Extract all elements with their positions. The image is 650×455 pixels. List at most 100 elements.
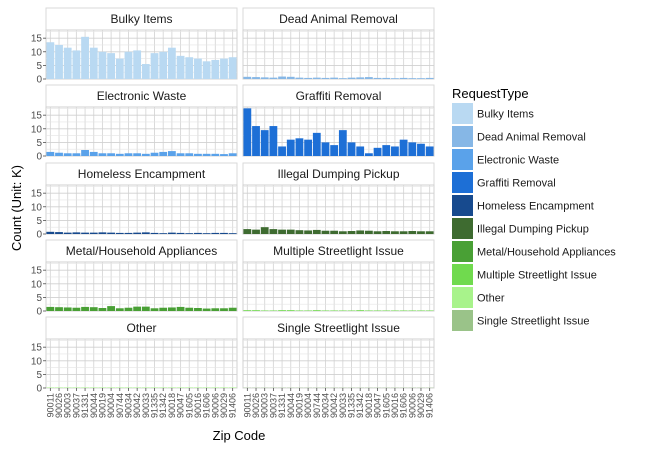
bar-metal-household-appliances-90006 <box>211 308 219 311</box>
y-tick-label: 5 <box>36 370 42 381</box>
legend-item-bulky-items: Bulky Items <box>452 103 534 124</box>
bar-homeless-encampment-90042 <box>133 233 141 234</box>
panel-plot-area <box>243 262 434 311</box>
panel-single-streetlight-issue: Single Streetlight Issue <box>243 317 434 388</box>
bar-electronic-waste-90006 <box>211 154 219 156</box>
bar-metal-household-appliances-90034 <box>125 308 133 311</box>
bar-graffiti-removal-90042 <box>330 145 338 156</box>
panel-multiple-streetlight-issue: Multiple Streetlight Issue <box>243 240 434 311</box>
legend-item-homeless-encampment: Homeless Encampment <box>452 195 594 216</box>
legend-swatch <box>452 218 473 239</box>
bar-multiple-streetlight-issue-90011 <box>243 310 251 311</box>
panel-illegal-dumping-pickup: Illegal Dumping Pickup <box>243 163 434 234</box>
bar-electronic-waste-90047 <box>177 153 185 156</box>
legend-swatch <box>452 149 473 170</box>
y-tick-label: 0 <box>36 152 42 163</box>
bar-graffiti-removal-90029 <box>417 144 425 156</box>
bar-other-91406 <box>229 387 237 388</box>
legend-swatch <box>452 310 473 331</box>
bar-bulky-items-90003 <box>64 48 72 79</box>
bar-graffiti-removal-91335 <box>348 142 356 156</box>
bar-bulky-items-90042 <box>133 50 141 79</box>
bar-dead-animal-removal-91406 <box>426 78 434 79</box>
bar-homeless-encampment-90018 <box>168 233 176 234</box>
legend-swatch <box>452 195 473 216</box>
panel-plot-area <box>243 30 434 79</box>
legend-label: Other <box>477 293 505 305</box>
bar-illegal-dumping-pickup-90037 <box>269 229 277 234</box>
y-tick-label: 0 <box>36 75 42 86</box>
bar-illegal-dumping-pickup-90029 <box>417 231 425 234</box>
bar-multiple-streetlight-issue-91331 <box>278 310 286 311</box>
legend-label: Dead Animal Removal <box>477 132 586 144</box>
bar-other-90019 <box>99 387 107 388</box>
bar-bulky-items-90034 <box>125 52 133 79</box>
panel-title: Electronic Waste <box>97 89 187 103</box>
bar-illegal-dumping-pickup-90044 <box>287 230 295 234</box>
bar-other-90744 <box>116 387 124 388</box>
bar-dead-animal-removal-90044 <box>287 77 295 79</box>
bar-dead-animal-removal-90016 <box>391 78 399 79</box>
legend-item-single-streetlight-issue: Single Streetlight Issue <box>452 310 590 331</box>
bar-illegal-dumping-pickup-91406 <box>426 231 434 234</box>
bar-dead-animal-removal-91606 <box>400 78 408 79</box>
bar-multiple-streetlight-issue-90006 <box>408 310 416 311</box>
bar-other-90034 <box>125 387 133 388</box>
bar-dead-animal-removal-90018 <box>365 77 373 79</box>
bar-bulky-items-91605 <box>185 57 193 79</box>
bar-dead-animal-removal-90004 <box>304 78 312 79</box>
legend-swatch <box>452 264 473 285</box>
bar-graffiti-removal-90004 <box>304 140 312 156</box>
bar-other-91331 <box>81 387 89 388</box>
legend-label: Single Streetlight Issue <box>477 316 590 328</box>
bar-multiple-streetlight-issue-90033 <box>339 310 347 311</box>
bar-homeless-encampment-91606 <box>203 233 211 234</box>
legend-swatch <box>452 126 473 147</box>
bar-homeless-encampment-90037 <box>72 232 80 234</box>
bar-other-90037 <box>72 387 80 388</box>
legend-label: Multiple Streetlight Issue <box>477 270 597 282</box>
y-tick-label: 15 <box>31 266 43 277</box>
bar-graffiti-removal-91605 <box>382 145 390 156</box>
bar-metal-household-appliances-91335 <box>151 308 159 311</box>
y-tick-label: 0 <box>36 230 42 241</box>
bar-dead-animal-removal-90019 <box>296 78 304 79</box>
bar-bulky-items-90029 <box>220 59 228 79</box>
panel-plot-area <box>46 107 237 156</box>
bar-dead-animal-removal-91331 <box>278 77 286 79</box>
bar-dead-animal-removal-90744 <box>313 78 321 79</box>
bar-metal-household-appliances-90018 <box>168 307 176 311</box>
bar-graffiti-removal-90018 <box>365 153 373 156</box>
x-axis: 9001190026900039003791331900449001990004… <box>45 388 434 418</box>
bar-electronic-waste-90016 <box>194 154 202 156</box>
bar-metal-household-appliances-90016 <box>194 308 202 311</box>
bar-illegal-dumping-pickup-90003 <box>261 227 269 234</box>
bar-metal-household-appliances-90026 <box>55 307 63 311</box>
bar-multiple-streetlight-issue-90016 <box>391 310 399 311</box>
bar-multiple-streetlight-issue-90744 <box>313 310 321 311</box>
bar-bulky-items-90037 <box>72 50 80 79</box>
bar-illegal-dumping-pickup-90019 <box>296 230 304 234</box>
y-tick-label: 15 <box>31 189 43 200</box>
bar-dead-animal-removal-90034 <box>322 78 330 79</box>
bar-graffiti-removal-90019 <box>296 138 304 156</box>
bar-dead-animal-removal-90037 <box>269 78 277 79</box>
panel-title: Dead Animal Removal <box>279 12 398 26</box>
y-tick-label: 5 <box>36 216 42 227</box>
bar-graffiti-removal-91406 <box>426 146 434 156</box>
bar-graffiti-removal-90026 <box>252 126 260 156</box>
legend-label: Graffiti Removal <box>477 178 556 190</box>
x-axis-title: Zip Code <box>213 428 266 443</box>
bar-homeless-encampment-91335 <box>151 233 159 234</box>
bar-homeless-encampment-91331 <box>81 233 89 234</box>
bar-bulky-items-90044 <box>90 48 98 79</box>
bar-dead-animal-removal-90042 <box>330 78 338 79</box>
y-tick-label: 10 <box>31 279 43 290</box>
y-tick-label: 5 <box>36 61 42 72</box>
bar-bulky-items-91406 <box>229 57 237 79</box>
bar-homeless-encampment-90019 <box>99 232 107 234</box>
bar-bulky-items-90019 <box>99 52 107 79</box>
